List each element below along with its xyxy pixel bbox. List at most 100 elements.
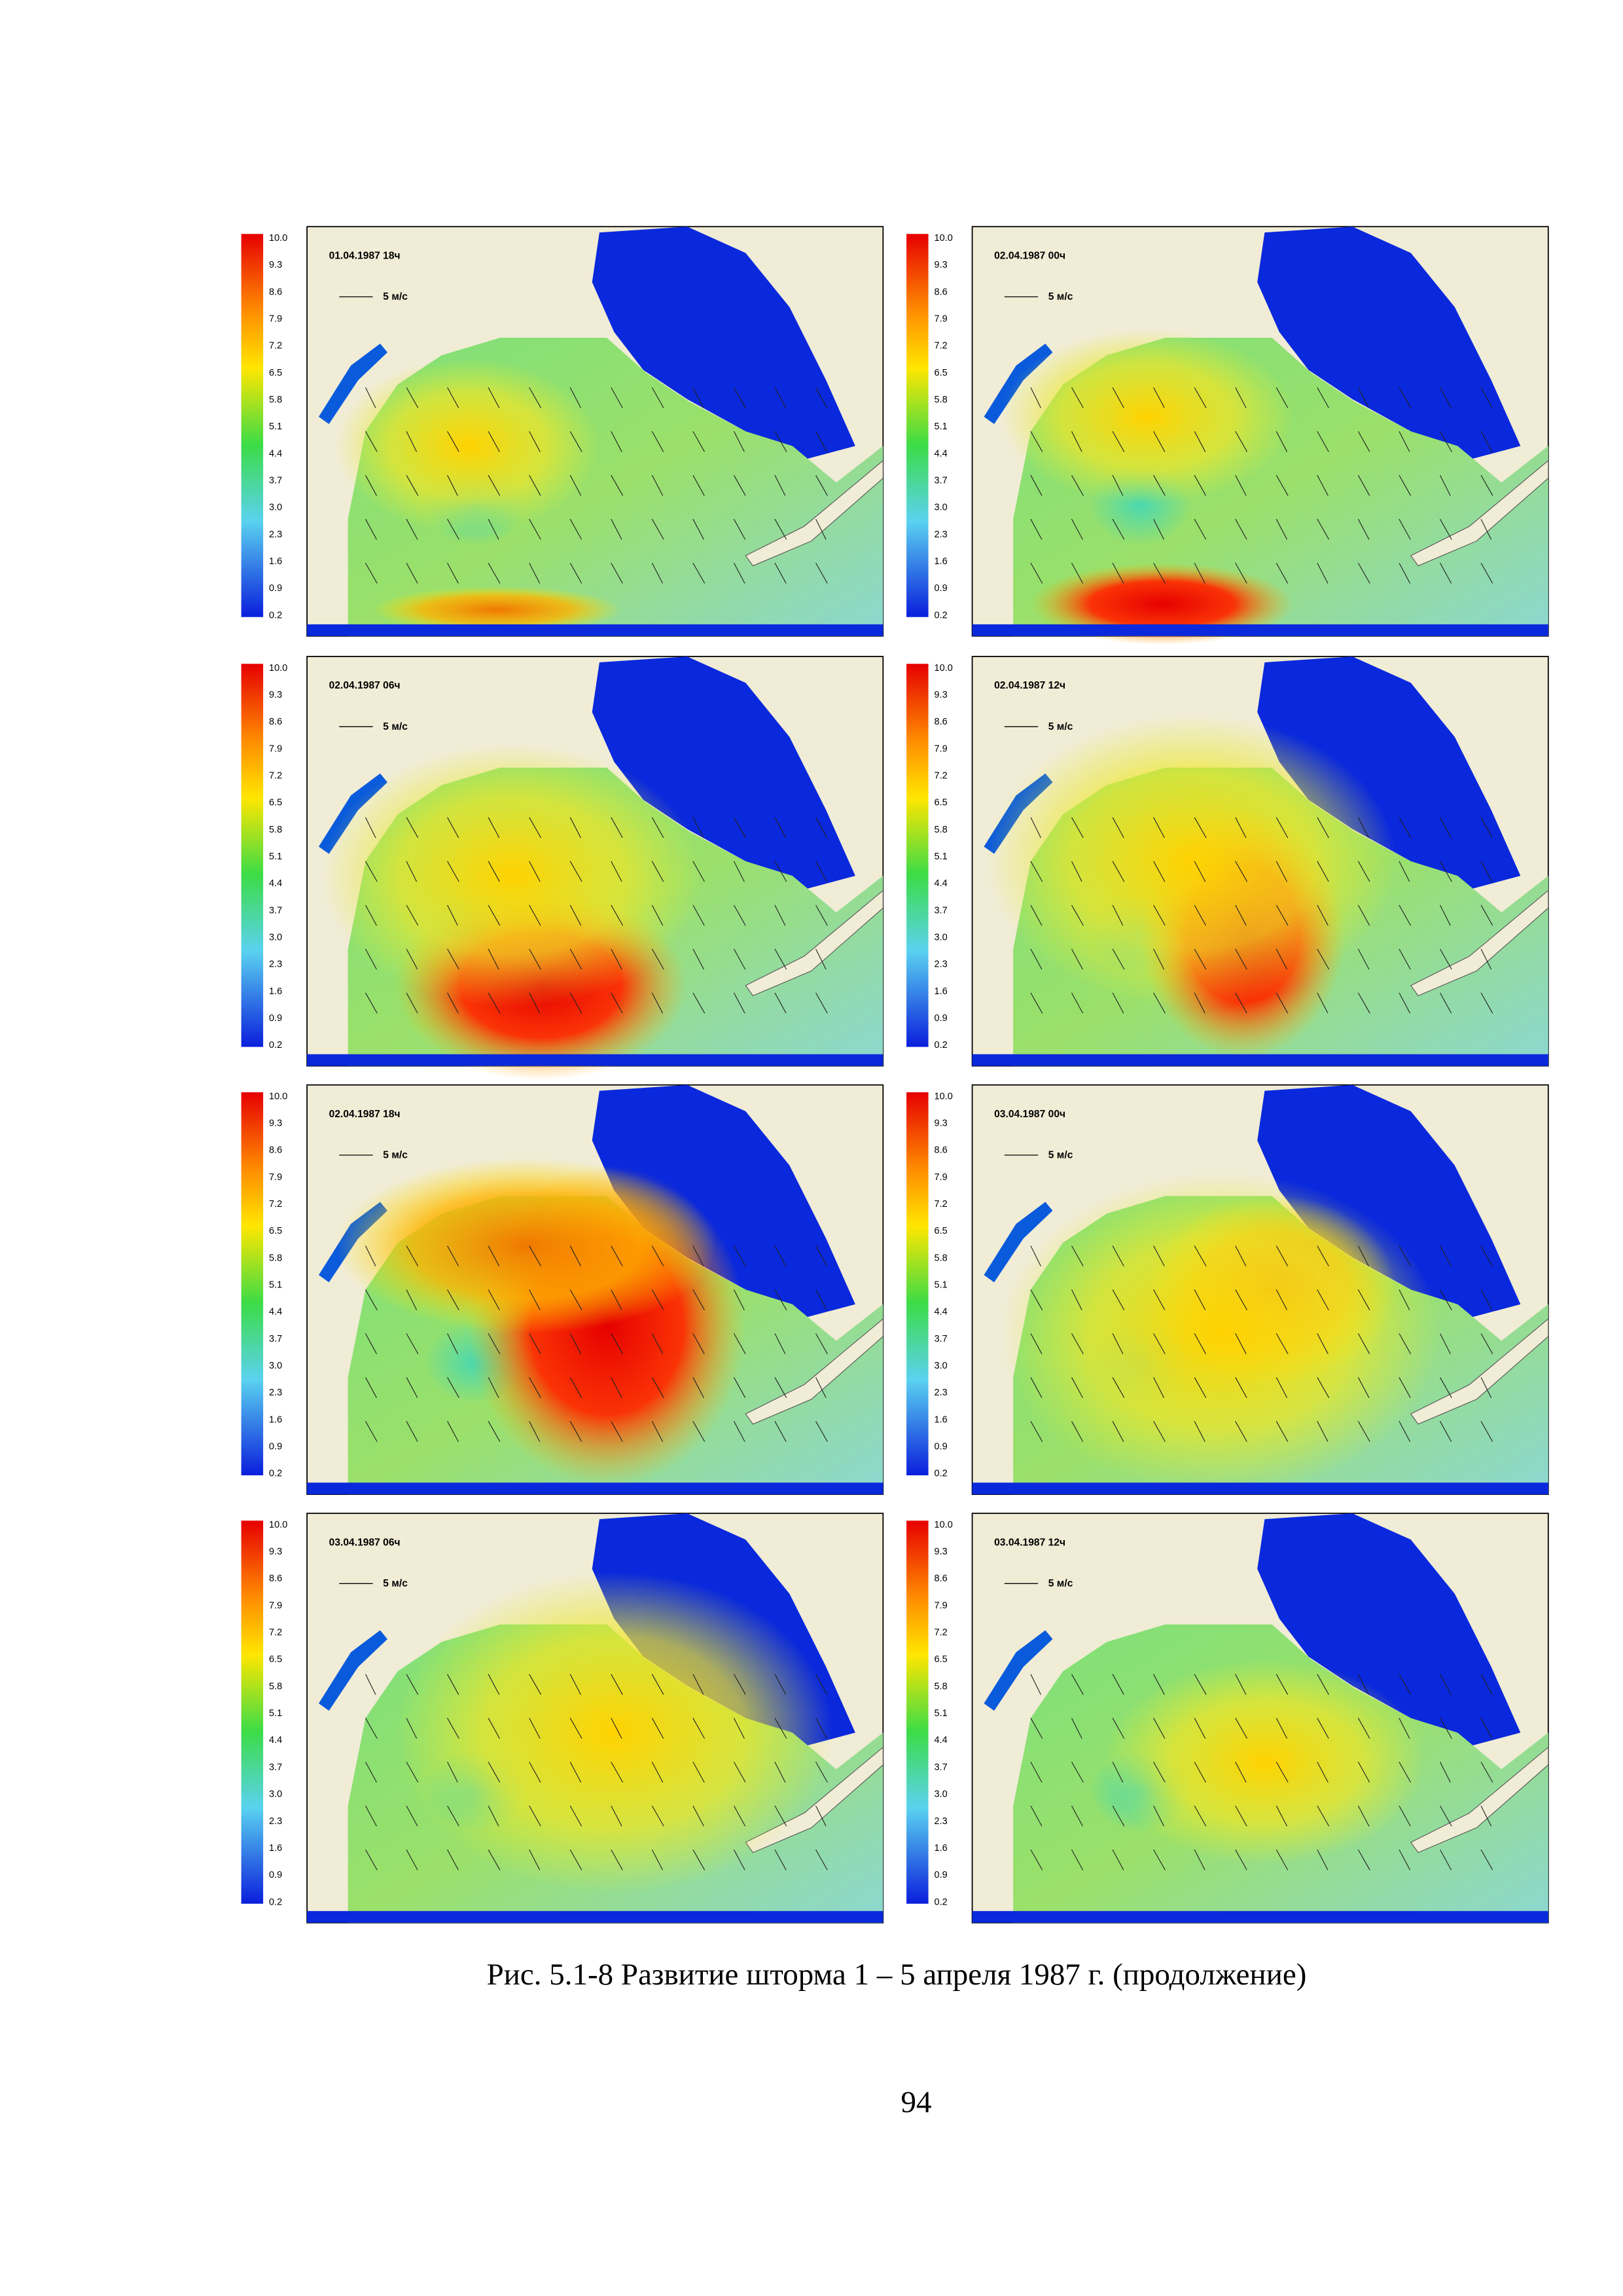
wind-barb bbox=[365, 475, 377, 496]
colorbar-label: 7.2 bbox=[269, 1628, 282, 1638]
wind-barb bbox=[1440, 562, 1452, 584]
colorbar-label: 3.0 bbox=[269, 932, 282, 942]
wind-barb bbox=[692, 1805, 704, 1827]
wind-barb bbox=[1440, 1289, 1452, 1310]
wind-barb bbox=[1357, 1717, 1370, 1739]
colorbar-label: 0.2 bbox=[269, 1897, 282, 1907]
colorbar-label: 7.2 bbox=[935, 1199, 948, 1210]
wind-barb bbox=[1030, 431, 1043, 452]
colorbar-label: 5.8 bbox=[269, 825, 282, 835]
wind-barb bbox=[1480, 1333, 1493, 1354]
wind-barb bbox=[1112, 1377, 1125, 1398]
wind-barb bbox=[447, 1289, 459, 1310]
wind-barb bbox=[611, 518, 622, 540]
wind-barb bbox=[692, 431, 705, 452]
colorbar-label: 4.4 bbox=[935, 1307, 948, 1318]
wind-barb bbox=[529, 431, 541, 452]
wind-barb bbox=[1439, 817, 1452, 838]
wind-barb bbox=[1275, 387, 1289, 408]
wind-barb bbox=[1399, 905, 1412, 926]
wind-barb bbox=[1153, 1849, 1166, 1871]
colorbar-label: 5.8 bbox=[269, 1681, 282, 1692]
colorbar-label: 1.6 bbox=[935, 556, 948, 567]
colorbar-label: 2.3 bbox=[935, 1388, 948, 1398]
colorbar-label: 6.5 bbox=[269, 368, 282, 378]
wind-barb bbox=[406, 518, 418, 540]
colorbar-label: 8.6 bbox=[935, 1573, 948, 1584]
wind-barb bbox=[1194, 562, 1205, 584]
wind-barb bbox=[1112, 1246, 1124, 1266]
wind-barb bbox=[1071, 431, 1082, 452]
timestamp: 02.04.1987 00ч bbox=[994, 250, 1065, 261]
wind-barb bbox=[447, 948, 459, 970]
wind-barb bbox=[406, 562, 418, 584]
wind-barb bbox=[1235, 562, 1247, 584]
scale-label: 5 м/с bbox=[1048, 1578, 1073, 1589]
wind-speed-area bbox=[321, 744, 702, 1008]
colorbar-label: 3.0 bbox=[269, 503, 282, 513]
wind-barb bbox=[365, 1377, 377, 1398]
wind-barb bbox=[1399, 1717, 1410, 1739]
wind-barb bbox=[733, 1377, 746, 1398]
colorbar-label: 7.2 bbox=[269, 770, 282, 781]
colorbar-label: 6.5 bbox=[935, 1655, 948, 1665]
wind-barb bbox=[815, 1674, 828, 1695]
wind-barb bbox=[692, 992, 705, 1014]
wind-barb bbox=[815, 1421, 828, 1442]
wind-barb bbox=[1071, 1421, 1084, 1442]
wind-barb bbox=[1235, 861, 1248, 882]
scale-label: 5 м/с bbox=[1048, 291, 1073, 302]
wind-barb bbox=[815, 905, 828, 926]
wind-barb bbox=[1317, 475, 1329, 496]
colorbar-label: 9.3 bbox=[935, 260, 948, 270]
wind-barb bbox=[1357, 992, 1370, 1014]
wind-barb bbox=[692, 518, 704, 540]
wind-barb bbox=[651, 518, 664, 540]
wind-barb bbox=[1030, 475, 1043, 496]
colorbar-label: 7.9 bbox=[935, 1600, 948, 1611]
wind-barb bbox=[1399, 475, 1412, 496]
wind-barb bbox=[774, 1761, 786, 1783]
wind-barb bbox=[692, 905, 705, 926]
wind-barb bbox=[1112, 1421, 1124, 1442]
colorbar-label: 2.3 bbox=[269, 1388, 282, 1398]
wind-barb bbox=[406, 1246, 419, 1266]
map: 02.04.1987 18ч 5 м/с bbox=[306, 1084, 884, 1496]
wind-barb bbox=[447, 992, 459, 1014]
wind-barb bbox=[733, 1421, 745, 1442]
colorbar bbox=[241, 1520, 264, 1904]
colorbar-label: 3.7 bbox=[935, 475, 948, 486]
wind-barb bbox=[611, 817, 623, 838]
wind-barb bbox=[1235, 1761, 1247, 1783]
wind-barb bbox=[1235, 518, 1247, 540]
wind-barb bbox=[1030, 905, 1043, 926]
colorbar bbox=[906, 664, 929, 1047]
wind-barb bbox=[651, 861, 664, 882]
colorbar-label: 10.0 bbox=[935, 1520, 953, 1530]
wind-barb bbox=[1194, 1805, 1207, 1827]
wind-barb bbox=[529, 1849, 541, 1871]
wind-barb bbox=[488, 817, 500, 838]
wind-barb bbox=[569, 1805, 582, 1827]
scale-label: 5 м/с bbox=[1048, 1149, 1073, 1160]
colorbar-label: 1.6 bbox=[935, 1414, 948, 1425]
kamchatka-lake bbox=[319, 343, 388, 424]
wind-barb bbox=[1399, 1333, 1412, 1354]
wind-barb bbox=[692, 1761, 705, 1783]
wind-barb bbox=[1440, 948, 1452, 970]
wind-barb bbox=[1399, 1377, 1411, 1398]
wind-barb bbox=[1112, 817, 1124, 838]
wind-barb bbox=[1357, 562, 1370, 584]
wind-barb bbox=[815, 1849, 828, 1871]
colorbar-label: 5.8 bbox=[269, 395, 282, 405]
peninsula bbox=[1410, 1318, 1549, 1425]
wind-barb bbox=[1275, 1377, 1288, 1398]
wind-barb bbox=[1399, 1674, 1412, 1695]
wind-barb bbox=[1317, 1246, 1329, 1266]
wind-barb bbox=[651, 948, 664, 970]
wind-barb bbox=[529, 1333, 541, 1354]
wind-barb bbox=[1399, 387, 1412, 408]
wind-barb bbox=[1030, 1674, 1041, 1695]
wind-barb bbox=[1112, 861, 1125, 882]
wind-barb bbox=[815, 817, 828, 838]
